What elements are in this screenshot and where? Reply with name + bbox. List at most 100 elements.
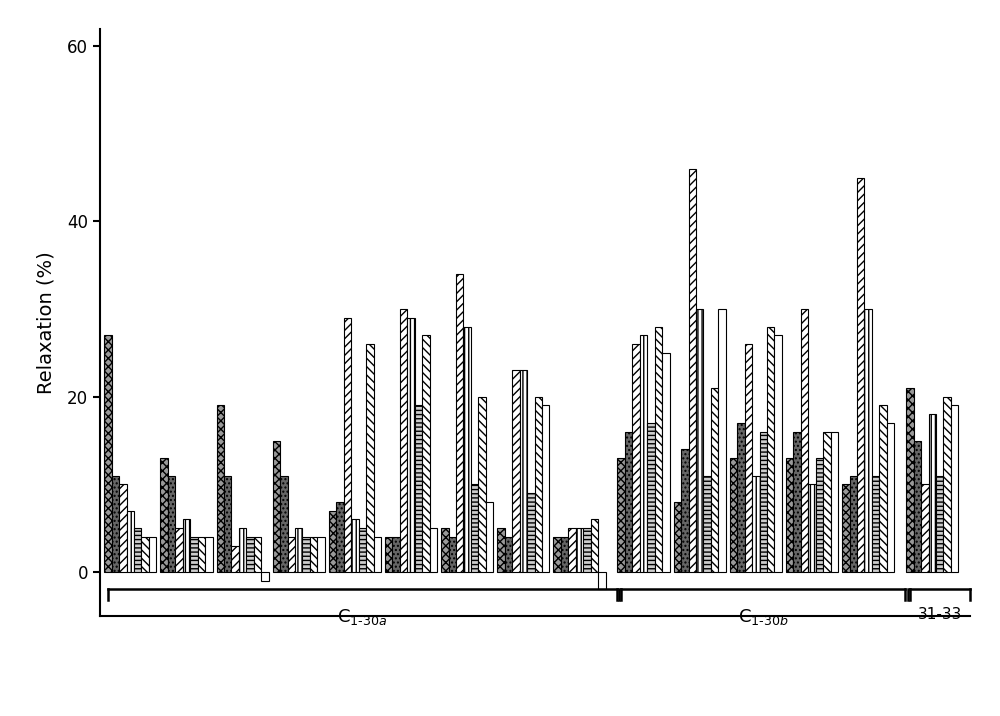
Bar <box>310 537 317 572</box>
Bar <box>943 397 951 572</box>
Bar <box>471 484 478 572</box>
Bar <box>823 432 831 572</box>
Bar <box>231 546 239 572</box>
Bar <box>929 415 936 572</box>
Bar <box>175 528 183 572</box>
Bar <box>857 178 864 572</box>
Bar <box>583 528 591 572</box>
Bar <box>112 475 119 572</box>
Bar <box>400 309 407 572</box>
Bar <box>217 405 224 572</box>
Y-axis label: Relaxation (%): Relaxation (%) <box>37 251 56 394</box>
Bar <box>463 326 471 572</box>
Bar <box>718 309 726 572</box>
Bar <box>674 502 681 572</box>
Bar <box>625 432 632 572</box>
Bar <box>497 528 505 572</box>
Bar <box>872 475 879 572</box>
Bar <box>703 475 711 572</box>
Bar <box>119 484 127 572</box>
Bar <box>640 335 647 572</box>
Bar <box>205 537 213 572</box>
Bar <box>183 519 190 572</box>
Bar <box>786 458 793 572</box>
Bar <box>842 484 850 572</box>
Bar <box>280 475 288 572</box>
Bar <box>344 318 351 572</box>
Bar <box>632 344 640 572</box>
Bar <box>655 326 662 572</box>
Bar <box>329 511 336 572</box>
Bar <box>553 537 561 572</box>
Bar <box>407 318 415 572</box>
Bar <box>261 572 269 581</box>
Bar <box>576 528 583 572</box>
Bar <box>887 423 894 572</box>
Bar <box>415 405 422 572</box>
Bar <box>392 537 400 572</box>
Bar <box>808 484 816 572</box>
Bar <box>104 335 112 572</box>
Text: $\mathrm{C}_{1\text{-}30a}$: $\mathrm{C}_{1\text{-}30a}$ <box>337 607 387 627</box>
Bar <box>288 537 295 572</box>
Bar <box>568 528 576 572</box>
Bar <box>774 335 782 572</box>
Bar <box>520 370 527 572</box>
Bar <box>745 344 752 572</box>
Bar <box>168 475 175 572</box>
Bar <box>190 537 198 572</box>
Bar <box>224 475 231 572</box>
Bar <box>336 502 344 572</box>
Bar <box>359 528 366 572</box>
Bar <box>850 475 857 572</box>
Bar <box>591 519 598 572</box>
Bar <box>512 370 520 572</box>
Bar <box>527 493 535 572</box>
Bar <box>456 274 463 572</box>
Bar <box>793 432 801 572</box>
Bar <box>737 423 745 572</box>
Bar <box>351 519 359 572</box>
Bar <box>302 537 310 572</box>
Bar <box>542 405 549 572</box>
Bar <box>366 344 374 572</box>
Bar <box>914 440 921 572</box>
Bar <box>730 458 737 572</box>
Bar <box>478 397 486 572</box>
Bar <box>696 309 703 572</box>
Bar <box>160 458 168 572</box>
Bar <box>317 537 325 572</box>
Bar <box>906 388 914 572</box>
Bar <box>254 537 261 572</box>
Bar <box>816 458 823 572</box>
Text: 31-33: 31-33 <box>918 607 962 622</box>
Bar <box>936 475 943 572</box>
Bar <box>801 309 808 572</box>
Bar <box>422 335 430 572</box>
Bar <box>198 537 205 572</box>
Bar <box>295 528 302 572</box>
Bar <box>273 440 280 572</box>
Bar <box>535 397 542 572</box>
Text: $\mathrm{C}_{1\text{-}30b}$: $\mathrm{C}_{1\text{-}30b}$ <box>738 607 789 627</box>
Bar <box>647 423 655 572</box>
Bar <box>598 572 606 589</box>
Bar <box>134 528 141 572</box>
Bar <box>505 537 512 572</box>
Bar <box>486 502 493 572</box>
Bar <box>561 537 568 572</box>
Bar <box>662 353 670 572</box>
Bar <box>617 458 625 572</box>
Bar <box>767 326 774 572</box>
Bar <box>689 169 696 572</box>
Bar <box>374 537 381 572</box>
Bar <box>921 484 929 572</box>
Bar <box>752 475 760 572</box>
Bar <box>149 537 156 572</box>
Bar <box>430 528 437 572</box>
Bar <box>711 388 718 572</box>
Bar <box>141 537 149 572</box>
Bar <box>879 405 887 572</box>
Bar <box>951 405 958 572</box>
Bar <box>239 528 246 572</box>
